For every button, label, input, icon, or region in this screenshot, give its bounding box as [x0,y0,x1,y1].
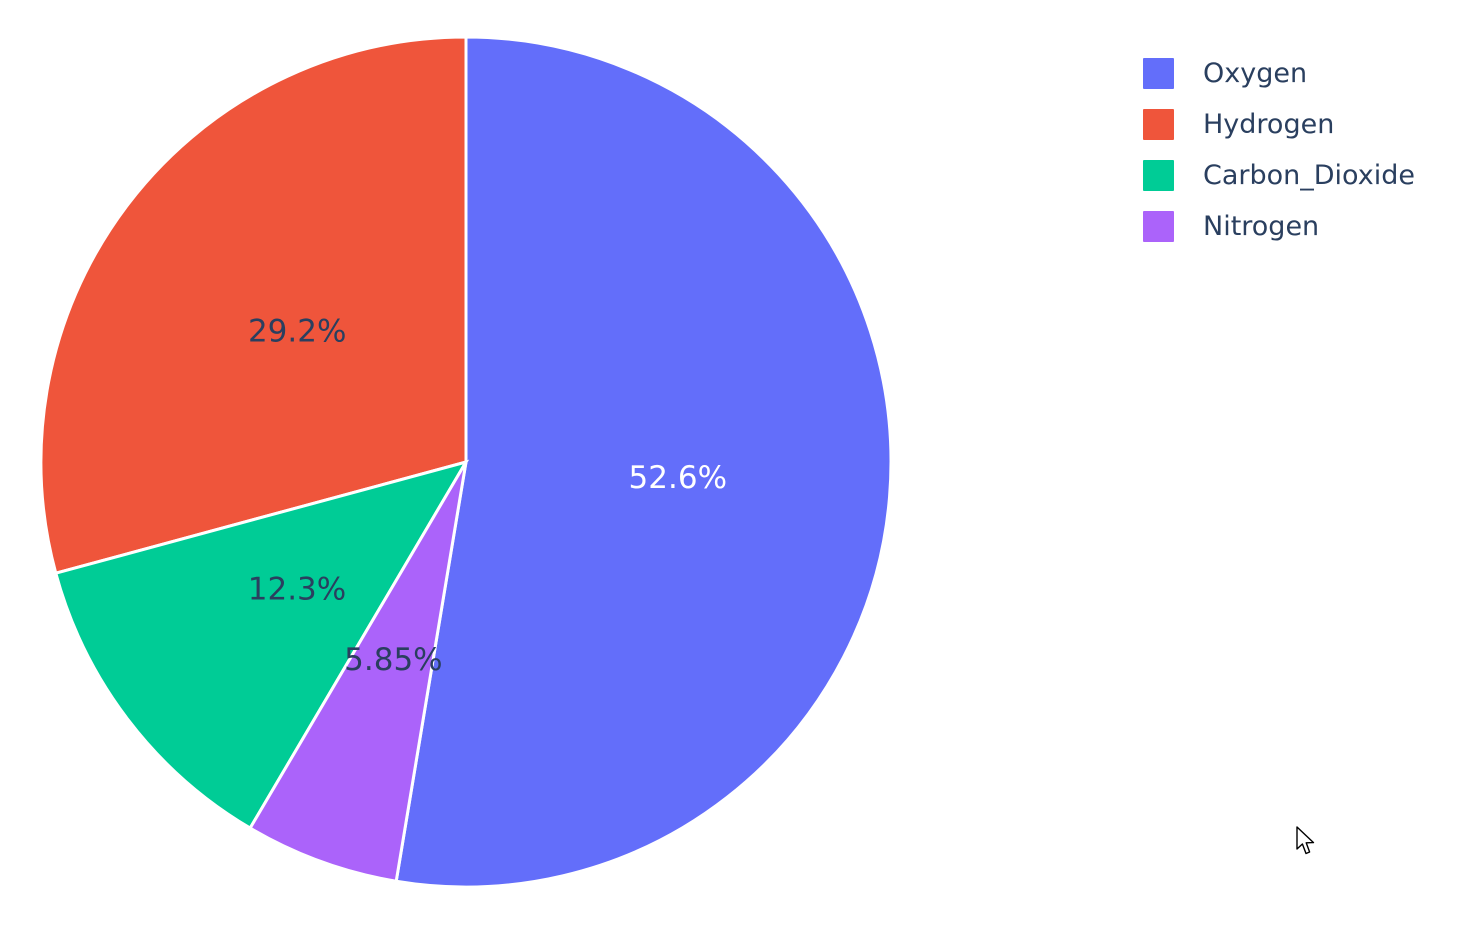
pie-slice-hydrogen[interactable] [39,35,468,576]
pie-slice-carbon-dioxide[interactable] [53,459,470,831]
pie-label-carbon-dioxide: 12.3% [248,571,346,607]
legend-item-carbon-dioxide[interactable]: Carbon_Dioxide [1143,160,1415,191]
pie-slice-nitrogen[interactable] [248,461,468,883]
legend-item-nitrogen[interactable]: Nitrogen [1143,211,1415,242]
chart-legend: Oxygen Hydrogen Carbon_Dioxide Nitrogen [1143,58,1415,242]
legend-label-hydrogen: Hydrogen [1203,109,1335,140]
legend-swatch-carbon-dioxide [1143,160,1174,191]
legend-item-oxygen[interactable]: Oxygen [1143,58,1415,89]
pie-label-hydrogen: 29.2% [248,313,346,349]
legend-label-oxygen: Oxygen [1203,58,1308,89]
legend-label-nitrogen: Nitrogen [1203,211,1320,242]
pie-label-oxygen: 52.6% [629,460,727,496]
legend-swatch-hydrogen [1143,109,1174,140]
legend-swatch-nitrogen [1143,211,1174,242]
pie-slice-labels: 52.6% 29.2% 12.3% 5.85% [248,313,727,678]
legend-label-carbon-dioxide: Carbon_Dioxide [1203,160,1415,191]
pie-slices [39,35,893,889]
legend-item-hydrogen[interactable]: Hydrogen [1143,109,1415,140]
pie-slice-oxygen[interactable] [394,35,893,889]
pie-label-nitrogen: 5.85% [344,642,442,678]
legend-swatch-oxygen [1143,58,1174,89]
